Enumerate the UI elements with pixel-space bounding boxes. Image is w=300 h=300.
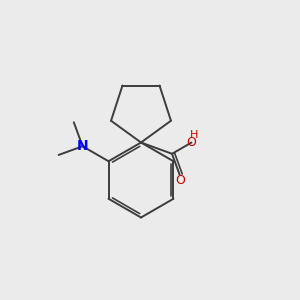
Text: N: N xyxy=(77,139,88,153)
Text: H: H xyxy=(190,130,198,140)
Text: O: O xyxy=(175,174,184,187)
Text: O: O xyxy=(187,136,196,149)
